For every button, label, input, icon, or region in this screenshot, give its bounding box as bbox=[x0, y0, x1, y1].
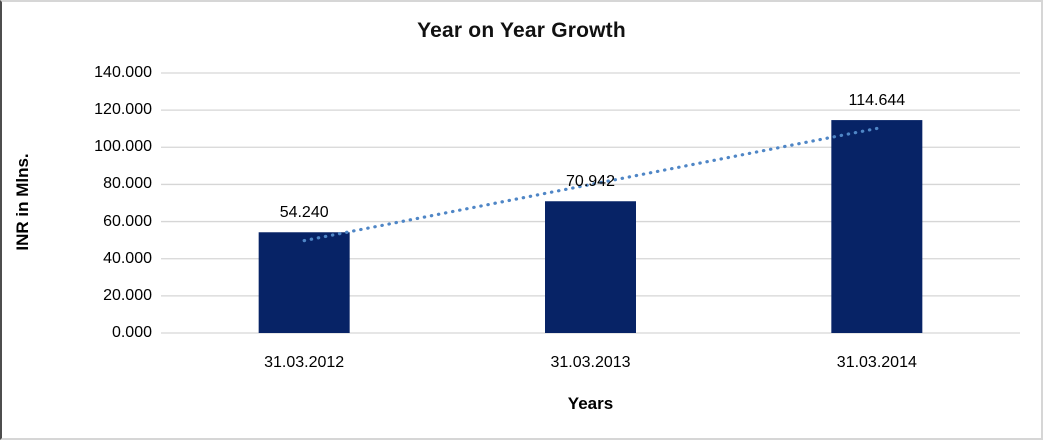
y-axis-tick-label: 40.000 bbox=[103, 249, 152, 267]
chart-title: Year on Year Growth bbox=[417, 19, 626, 42]
y-axis-tick-label: 0.000 bbox=[111, 324, 152, 341]
y-axis-tick-label: 140.000 bbox=[94, 64, 152, 81]
bar-value-label: 114.644 bbox=[848, 92, 906, 110]
y-axis-tick-label: 100.000 bbox=[94, 138, 152, 156]
bar bbox=[258, 232, 350, 333]
y-axis-tick-label: 20.000 bbox=[103, 286, 152, 304]
y-axis-tick-label: 60.000 bbox=[103, 212, 152, 230]
bar bbox=[831, 120, 923, 333]
bar-value-label: 70.942 bbox=[566, 173, 615, 191]
bar bbox=[545, 201, 636, 333]
x-axis-tick-label: 31.03.2013 bbox=[550, 354, 631, 371]
y-axis-tick-label: 80.000 bbox=[103, 175, 152, 193]
x-axis-tick-label: 31.03.2012 bbox=[264, 354, 345, 371]
bar-value-label: 54.240 bbox=[279, 204, 329, 222]
x-axis-tick-label: 31.03.2014 bbox=[836, 354, 917, 371]
x-axis-title: Years bbox=[567, 394, 614, 413]
y-axis-tick-label: 120.000 bbox=[94, 101, 152, 119]
